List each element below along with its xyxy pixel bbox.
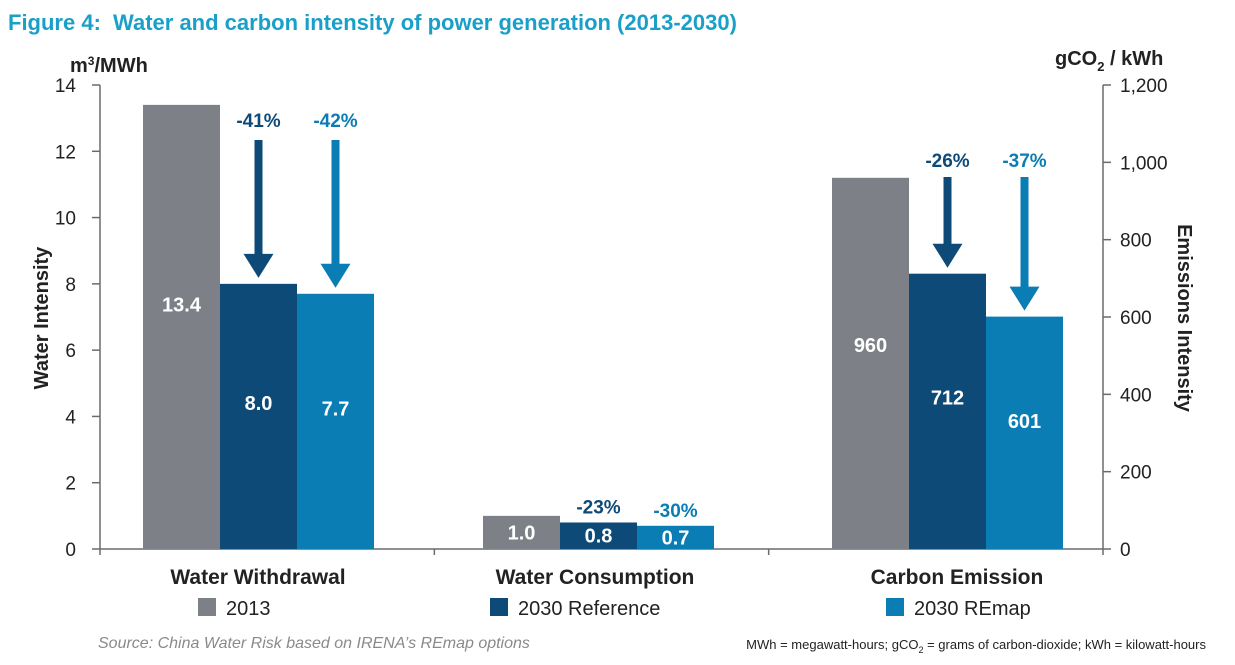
figure-title: Figure 4: Water and carbon intensity of … <box>8 10 737 35</box>
left-tick-label: 14 <box>55 76 77 97</box>
bar-value-label: 0.8 <box>585 526 613 548</box>
bar-value-label: 7.7 <box>322 399 350 421</box>
bar-value-label: 13.4 <box>162 295 202 317</box>
change-pct-label: -23% <box>576 497 620 518</box>
footnote-sub: 2 <box>918 645 923 655</box>
left-tick-label: 8 <box>65 275 76 296</box>
change-arrows <box>243 140 1040 311</box>
bar <box>143 104 220 549</box>
right-tick-label: 800 <box>1120 231 1152 252</box>
left-tick-label: 4 <box>65 407 76 428</box>
down-arrow-icon <box>1009 177 1040 311</box>
category-label: Water Withdrawal <box>170 566 345 589</box>
change-pct-label: -30% <box>653 501 697 522</box>
left-tick-label: 10 <box>55 209 76 230</box>
legend-swatch <box>198 598 216 616</box>
bar <box>297 293 374 549</box>
right-tick-label: 400 <box>1120 385 1152 406</box>
legend-swatch <box>886 598 904 616</box>
legend: 2013 2030 Reference 2030 REmap <box>198 598 1031 620</box>
change-labels: -41% -42% -23% -30% -26% -37% <box>236 111 1046 522</box>
bar <box>637 525 714 549</box>
category-labels: Water Withdrawal Water Consumption Carbon … <box>170 566 1043 589</box>
bar-value-label: 601 <box>1008 411 1041 433</box>
right-tick-label: 1,000 <box>1120 153 1168 174</box>
right-unit-a: gCO <box>1055 48 1097 70</box>
bar-value-label: 1.0 <box>508 522 536 544</box>
bar <box>560 522 637 549</box>
bar-value-label: 0.7 <box>662 527 690 549</box>
down-arrow-icon <box>243 140 274 278</box>
right-tick-label: 200 <box>1120 463 1152 484</box>
bar <box>986 316 1063 549</box>
right-axis-unit: gCO2 / kWh <box>1055 48 1163 74</box>
right-axis-title: Emissions Intensity <box>1173 224 1195 413</box>
source-note: Source: China Water Risk based on IRENA’… <box>98 635 530 652</box>
legend-label: 2013 <box>226 598 271 620</box>
legend-label: 2030 REmap <box>914 598 1031 620</box>
figure-title-text: Water and carbon intensity of power gene… <box>113 10 737 35</box>
left-tick-label: 12 <box>55 142 76 163</box>
left-ticks: 0 2 4 6 8 10 12 14 <box>55 76 100 561</box>
legend-label: 2030 Reference <box>518 598 660 620</box>
value-labels: 13.4 8.0 7.7 1.0 0.8 0.7 960 712 601 <box>162 295 1041 550</box>
left-unit-sup: 3 <box>88 54 95 68</box>
footnote-a: MWh = megawatt-hours; gCO <box>746 637 918 652</box>
bar-value-label: 8.0 <box>245 393 273 415</box>
right-ticks: 0 200 400 600 800 1,000 1,200 <box>1103 76 1168 561</box>
right-unit-sub: 2 <box>1097 59 1104 74</box>
change-pct-label: -26% <box>925 151 969 172</box>
right-tick-label: 600 <box>1120 308 1152 329</box>
bars <box>143 104 1063 550</box>
x-ticks <box>99 549 1104 555</box>
right-unit-b: / kWh <box>1104 48 1163 70</box>
left-unit-rest: /MWh <box>94 55 147 77</box>
footnote-b: = grams of carbon-dioxide; kWh = kilowat… <box>923 637 1206 652</box>
bar <box>483 515 560 549</box>
units-footnote: MWh = megawatt-hours; gCO2 = grams of ca… <box>746 637 1206 655</box>
left-axis-title: Water Intensity <box>31 246 53 389</box>
left-axis-unit: m3/MWh <box>70 54 148 77</box>
down-arrow-icon <box>320 140 351 288</box>
category-label: Carbon Emission <box>871 566 1044 589</box>
category-label: Water Consumption <box>496 566 695 589</box>
figure-title-prefix: Figure 4: <box>8 10 101 35</box>
bar <box>909 273 986 549</box>
left-unit-main: m <box>70 55 88 77</box>
bar <box>220 283 297 549</box>
legend-swatch <box>490 598 508 616</box>
bar-value-label: 712 <box>931 388 964 410</box>
bar <box>832 177 909 550</box>
left-tick-label: 0 <box>65 540 76 561</box>
down-arrow-icon <box>932 177 963 268</box>
right-tick-label: 1,200 <box>1120 76 1168 97</box>
left-tick-label: 6 <box>65 341 76 362</box>
left-tick-label: 2 <box>65 474 76 495</box>
change-pct-label: -41% <box>236 111 280 132</box>
right-tick-label: 0 <box>1120 540 1131 561</box>
change-pct-label: -42% <box>313 111 357 132</box>
bar-value-label: 960 <box>854 335 887 357</box>
change-pct-label: -37% <box>1002 151 1046 172</box>
